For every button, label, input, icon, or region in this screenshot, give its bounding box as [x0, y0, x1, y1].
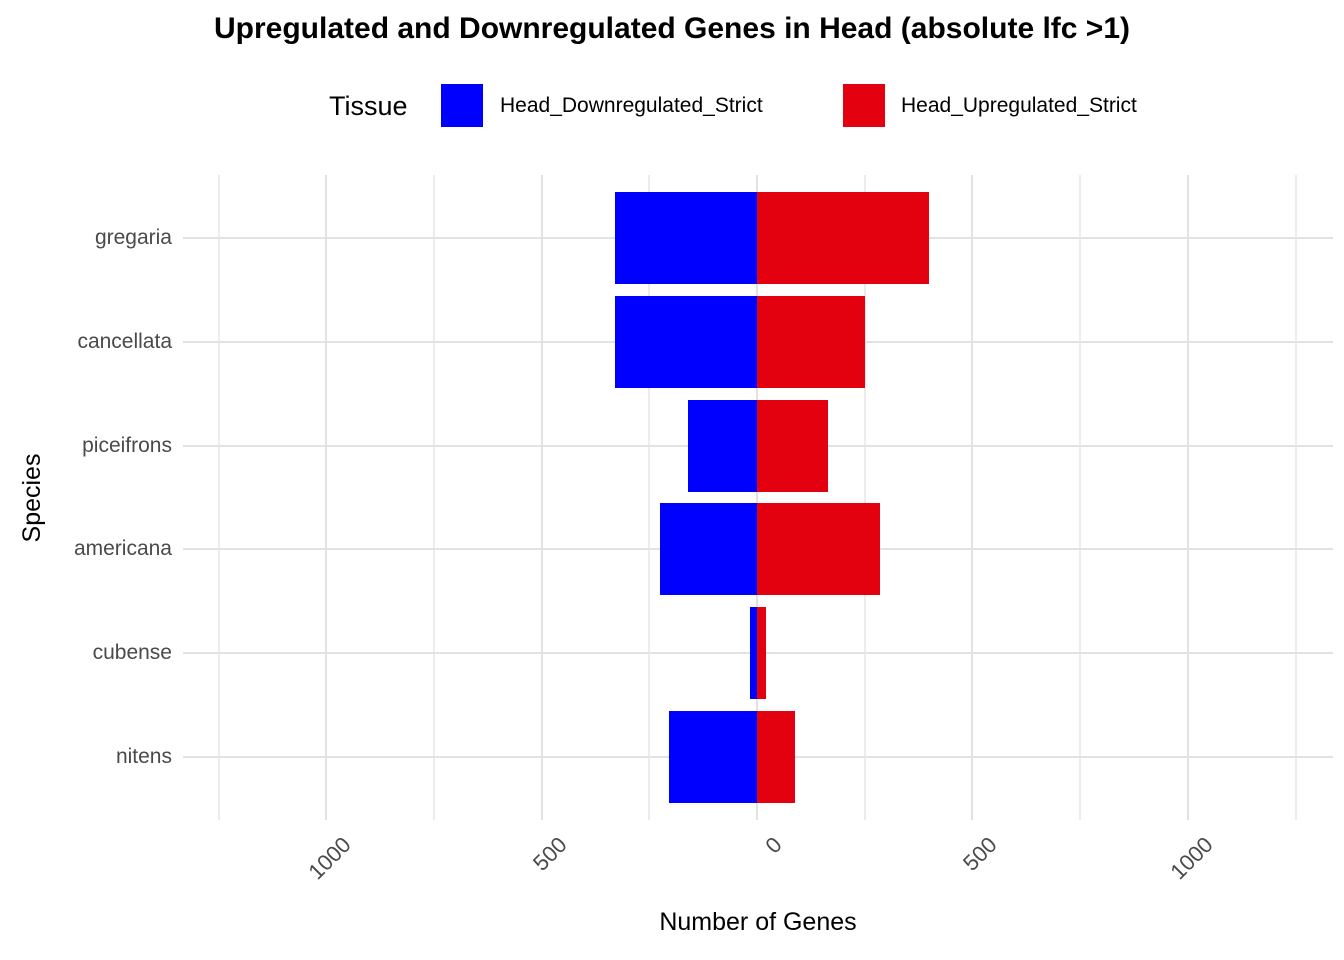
gridline-major: [1186, 175, 1189, 820]
y-label-cancellata: cancellata: [77, 329, 172, 353]
bar-upregulated-piceifrons: [757, 399, 829, 492]
bar-upregulated-americana: [757, 503, 880, 596]
bar-upregulated-cancellata: [757, 295, 865, 388]
gridline-minor: [863, 175, 866, 820]
gridline-minor: [432, 175, 435, 820]
legend-label-downregulated: Head_Downregulated_Strict: [500, 94, 763, 117]
plot-panel: [183, 175, 1333, 820]
bar-downregulated-cancellata: [614, 295, 757, 388]
gridline-major: [325, 175, 328, 820]
bar-downregulated-cubense: [750, 607, 757, 700]
y-label-cubense: cubense: [92, 641, 172, 665]
bar-downregulated-gregaria: [614, 192, 757, 284]
bar-downregulated-americana: [660, 503, 757, 596]
bar-upregulated-cubense: [757, 607, 767, 700]
gridline-minor: [648, 175, 651, 820]
gridline-major: [540, 175, 543, 820]
x-tick-label-0: 0: [760, 832, 787, 859]
y-label-gregaria: gregaria: [94, 226, 172, 249]
bar-downregulated-nitens: [668, 711, 757, 803]
x-tick-label-500: 500: [958, 832, 1003, 876]
x-tick-label-500: 500: [527, 832, 572, 876]
x-axis-title: Number of Genes: [659, 908, 857, 936]
bar-downregulated-piceifrons: [688, 399, 757, 492]
y-label-nitens: nitens: [115, 745, 172, 768]
y-label-americana: americana: [73, 537, 172, 561]
y-label-piceifrons: piceifrons: [82, 433, 172, 457]
chart-title: Upregulated and Downregulated Genes in H…: [214, 12, 1130, 45]
gridline-minor: [1079, 175, 1082, 820]
legend-title: Tissue: [329, 91, 408, 121]
gridline-minor: [1294, 175, 1297, 820]
y-axis-title: Species: [18, 453, 46, 543]
gridline-minor: [217, 175, 220, 820]
x-tick-label-1000: 1000: [1165, 832, 1218, 885]
gridline-major: [971, 175, 974, 820]
gridline-major: [756, 175, 758, 820]
legend-label-upregulated: Head_Upregulated_Strict: [901, 94, 1137, 117]
bar-upregulated-gregaria: [757, 192, 930, 284]
legend-swatch-downregulated: [441, 84, 483, 127]
x-tick-label-1000: 1000: [303, 832, 356, 885]
legend-swatch-upregulated: [843, 84, 885, 127]
bar-upregulated-nitens: [757, 711, 795, 803]
